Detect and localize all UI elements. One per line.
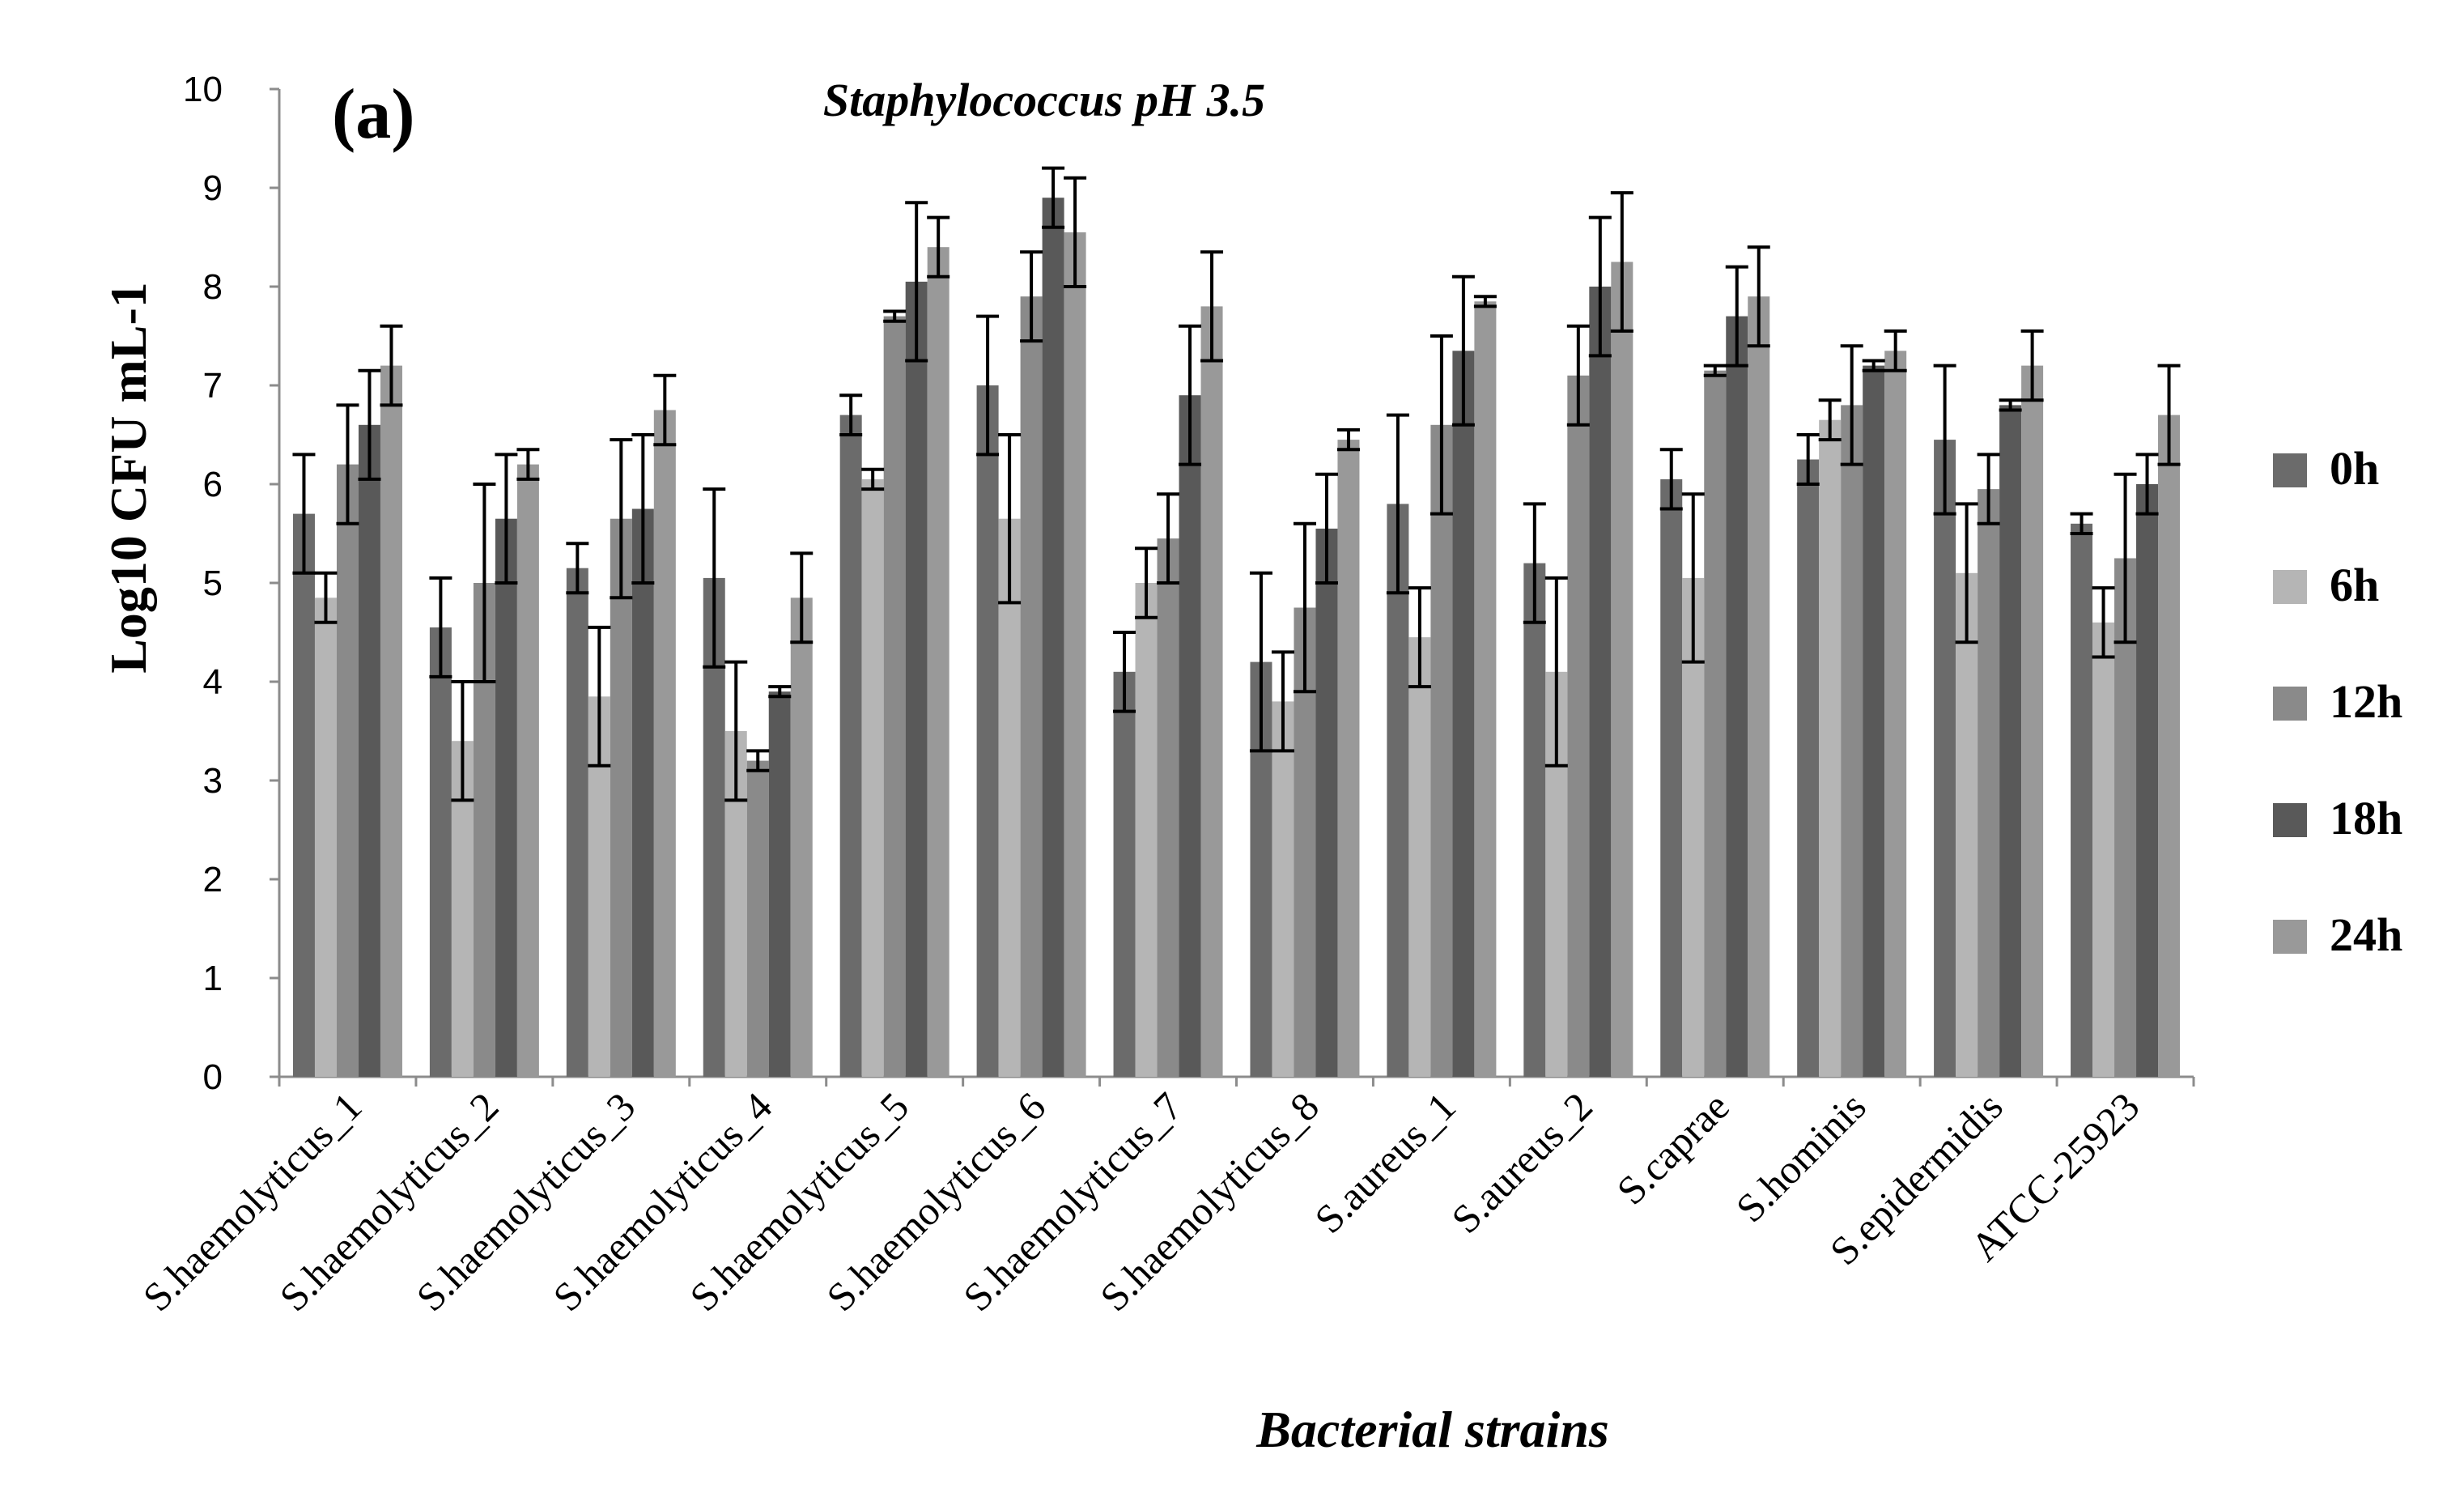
bar-0h-0 [292, 513, 315, 1077]
y-tick-label: 7 [203, 366, 223, 406]
bar-18h-9 [1589, 287, 1612, 1077]
bar-6h-8 [1408, 637, 1431, 1077]
bar-24h-12 [2021, 365, 2044, 1078]
bar-18h-8 [1452, 351, 1475, 1077]
legend-label-12h: 12h [2330, 675, 2402, 728]
bar-12h-10 [1704, 370, 1727, 1077]
chart-title: Staphylococcus pH 3.5 [823, 74, 1265, 126]
y-tick-label: 5 [203, 564, 223, 603]
bar-24h-13 [2158, 415, 2181, 1077]
bar-24h-6 [1200, 306, 1223, 1077]
bar-6h-13 [2092, 622, 2115, 1077]
bar-6h-0 [314, 598, 337, 1077]
bar-18h-12 [1999, 405, 2022, 1077]
y-tick-label: 10 [183, 70, 223, 109]
bar-12h-4 [883, 316, 906, 1078]
y-tick-label: 4 [203, 662, 223, 702]
bar-18h-10 [1726, 316, 1748, 1078]
bar-0h-12 [1934, 440, 1956, 1077]
bar-18h-7 [1315, 528, 1338, 1077]
bar-0h-1 [429, 627, 452, 1077]
bar-0h-8 [1387, 504, 1409, 1077]
legend-swatch-6h [2273, 570, 2307, 604]
bar-24h-10 [1748, 296, 1770, 1077]
bar-0h-11 [1797, 459, 1820, 1077]
y-tick-label: 8 [203, 267, 223, 307]
bar-0h-2 [566, 568, 588, 1077]
legend-swatch-0h [2273, 453, 2307, 487]
bar-6h-12 [1956, 572, 1978, 1077]
bar-6h-6 [1135, 583, 1158, 1077]
legend-swatch-24h [2273, 920, 2307, 954]
bar-12h-2 [610, 518, 632, 1077]
bar-18h-4 [905, 281, 928, 1077]
y-tick-label: 2 [203, 860, 223, 899]
bar-0h-6 [1113, 671, 1136, 1077]
bars [292, 198, 2181, 1078]
legend-label-24h: 24h [2330, 908, 2402, 961]
bar-6h-4 [861, 478, 884, 1077]
bar-18h-2 [631, 508, 654, 1077]
bar-18h-11 [1863, 365, 1885, 1078]
bar-0h-10 [1660, 478, 1683, 1077]
bar-24h-2 [653, 410, 676, 1077]
bar-18h-3 [768, 691, 791, 1077]
legend-label-6h: 6h [2330, 559, 2379, 611]
bar-24h-7 [1337, 440, 1360, 1077]
bar-0h-4 [839, 415, 862, 1077]
bar-24h-3 [790, 598, 813, 1077]
bar-12h-13 [2114, 558, 2137, 1077]
y-tick-label: 3 [203, 761, 223, 801]
legend-label-18h: 18h [2330, 792, 2402, 844]
bar-0h-9 [1523, 563, 1546, 1077]
x-axis-label: Bacterial strains [1255, 1401, 1609, 1458]
bar-0h-13 [2071, 523, 2093, 1077]
bar-12h-9 [1567, 375, 1590, 1077]
bar-18h-6 [1179, 395, 1201, 1077]
bar-12h-5 [1020, 296, 1043, 1077]
error-bars [292, 166, 2181, 802]
bar-18h-0 [358, 424, 380, 1077]
labels: (a) Staphylococcus pH 3.5 Log10 CFU mL-1… [100, 74, 1609, 1458]
legend-swatch-18h [2273, 803, 2307, 837]
bar-24h-8 [1474, 301, 1497, 1077]
bar-12h-0 [336, 464, 359, 1077]
panel-label: (a) [332, 75, 415, 154]
bar-24h-0 [380, 365, 402, 1078]
bar-12h-12 [1978, 489, 2000, 1077]
bar-6h-5 [998, 518, 1021, 1077]
bar-24h-4 [927, 247, 949, 1078]
bar-24h-5 [1064, 232, 1086, 1077]
bar-12h-8 [1430, 424, 1453, 1077]
bar-18h-13 [2136, 484, 2159, 1077]
y-tick-label: 6 [203, 465, 223, 504]
legend-swatch-12h [2273, 687, 2307, 721]
bar-24h-9 [1611, 262, 1633, 1077]
y-tick-label: 9 [203, 168, 223, 208]
bar-24h-1 [516, 464, 539, 1077]
bar-6h-7 [1272, 701, 1294, 1077]
bar-12h-6 [1157, 538, 1179, 1077]
y-axis-label: Log10 CFU mL-1 [100, 282, 157, 674]
bar-12h-11 [1841, 405, 1863, 1077]
bar-18h-5 [1042, 198, 1064, 1078]
bar-6h-11 [1819, 419, 1842, 1077]
bar-18h-1 [495, 518, 517, 1077]
bar-0h-5 [976, 385, 999, 1077]
legend-label-0h: 0h [2330, 442, 2379, 495]
bar-24h-11 [1884, 351, 1907, 1077]
bar-12h-3 [746, 760, 769, 1077]
y-tick-label: 1 [203, 959, 223, 998]
legend: 0h 6h 12h 18h 24h [2273, 442, 2402, 961]
y-tick-label: 0 [203, 1057, 223, 1097]
